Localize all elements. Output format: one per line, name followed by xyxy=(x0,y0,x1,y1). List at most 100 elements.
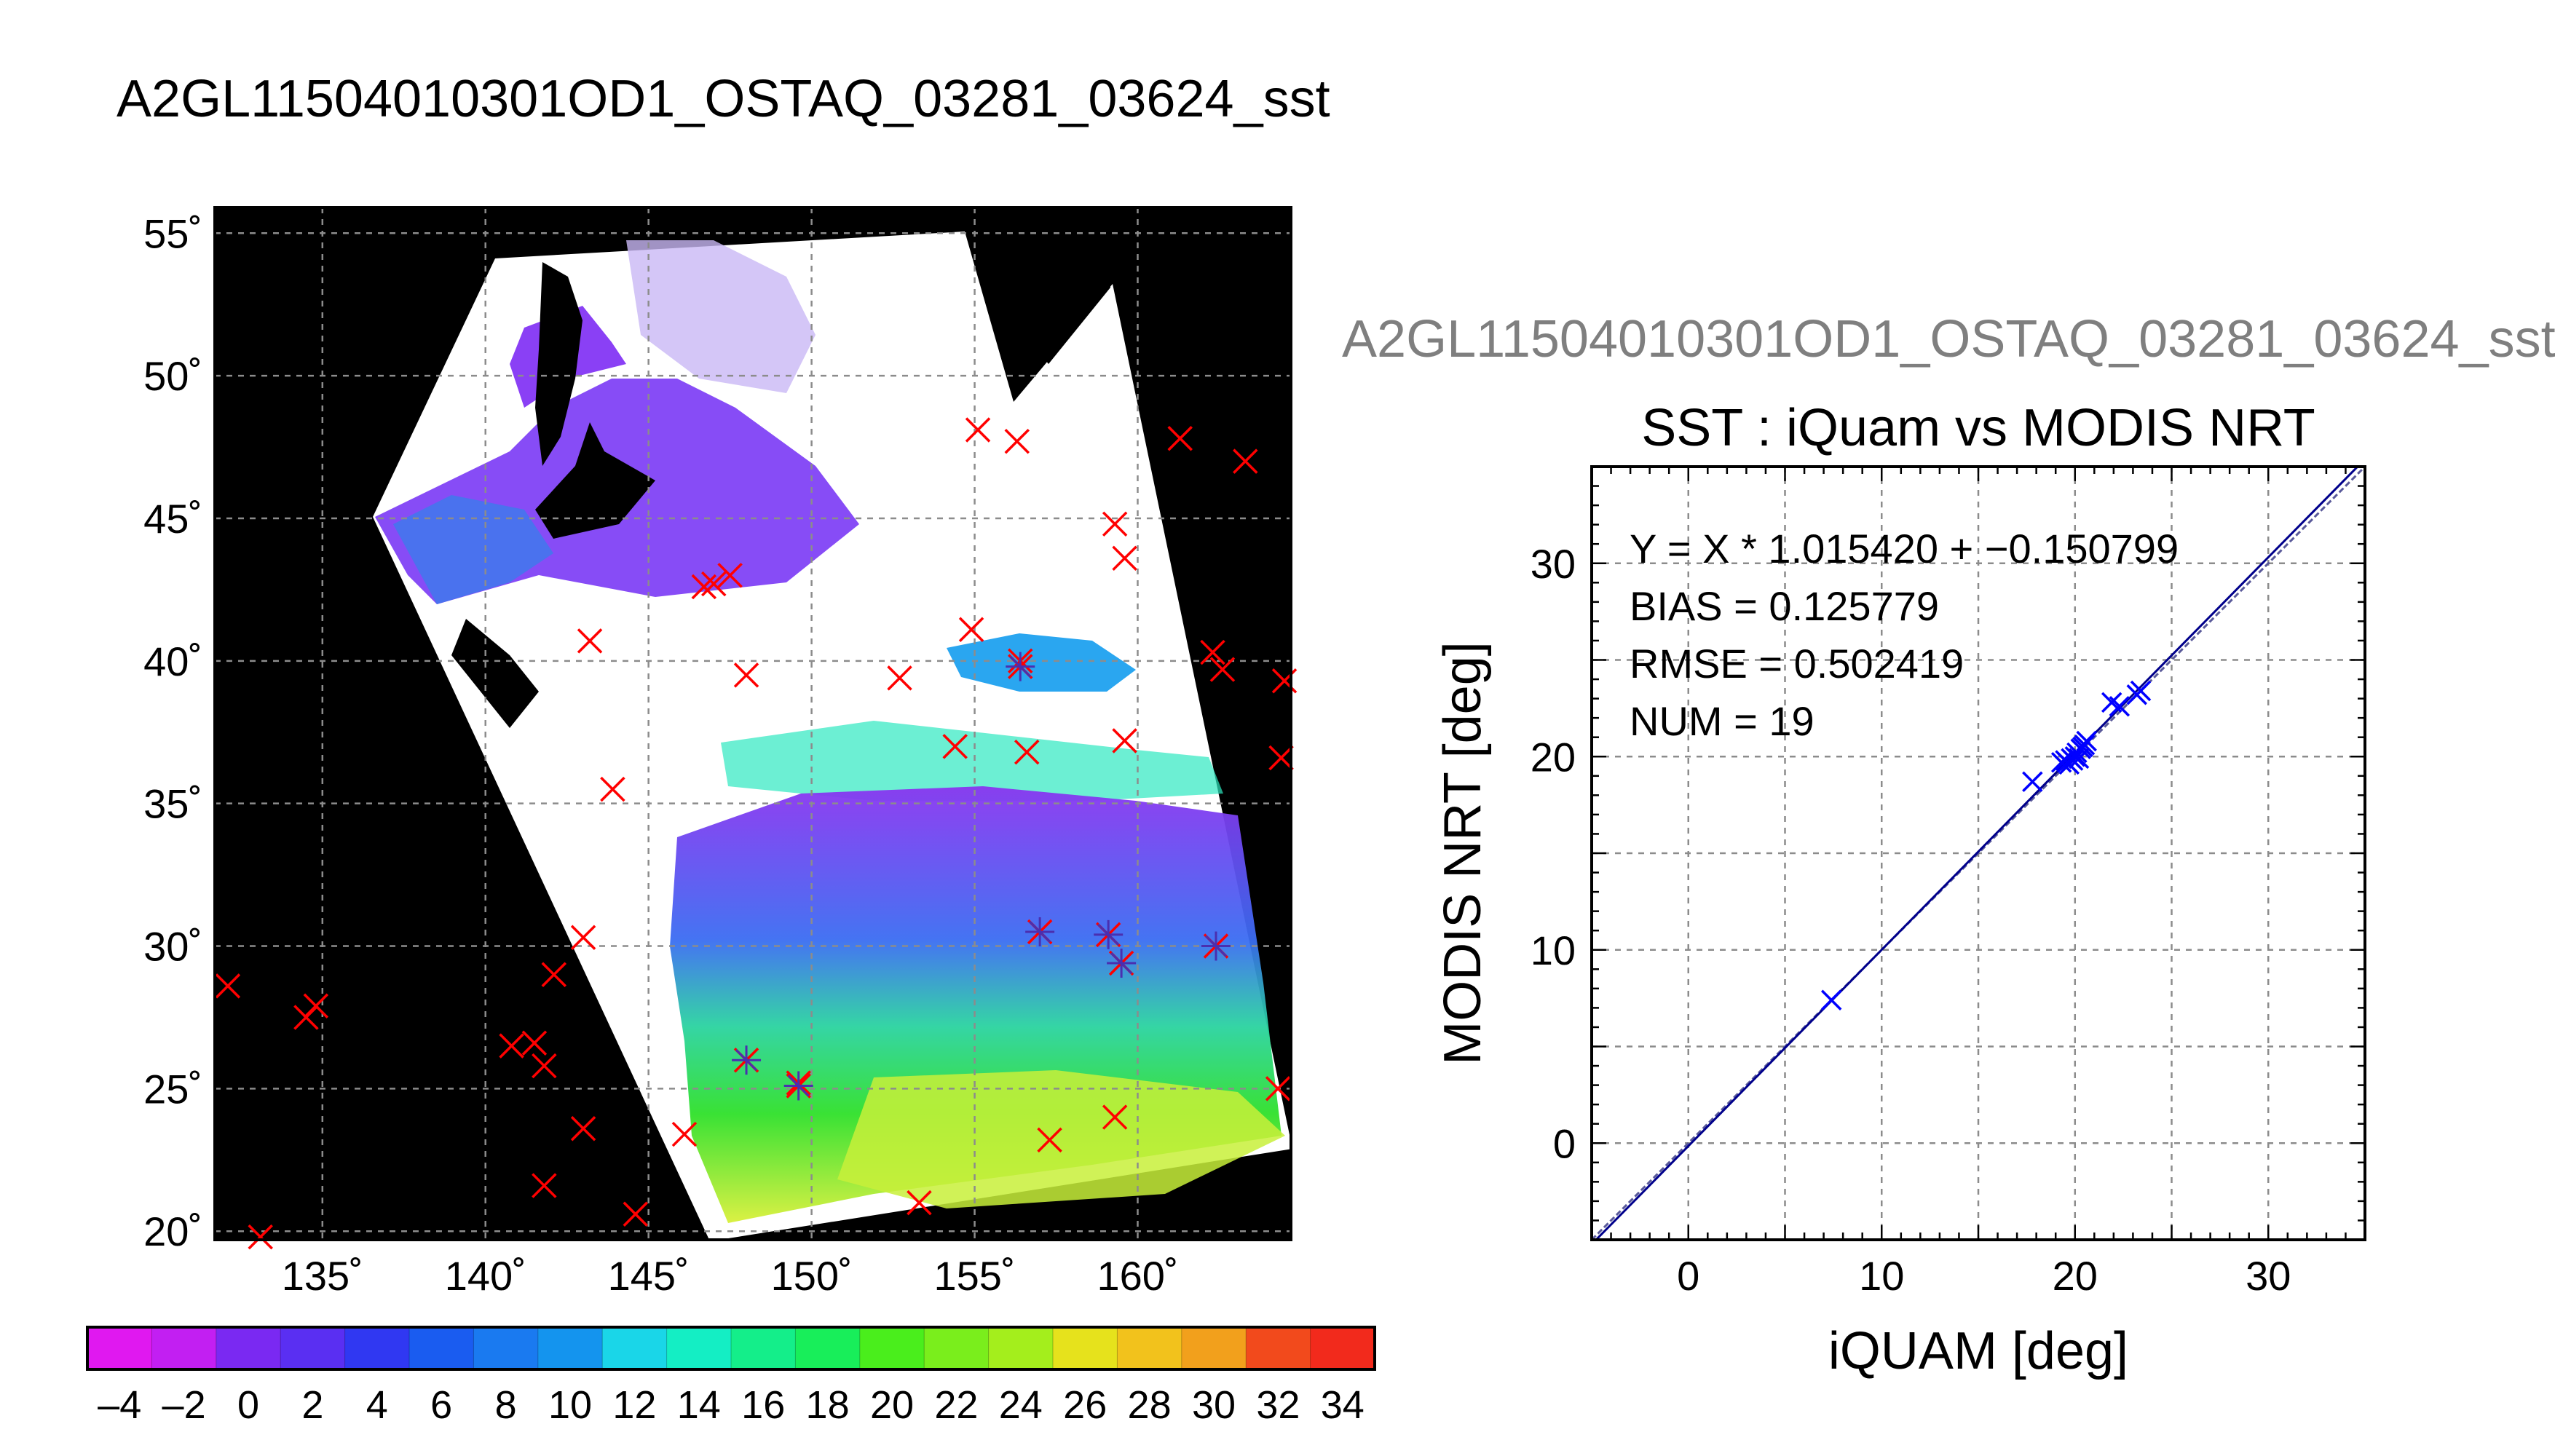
insitu-marker xyxy=(1102,1104,1128,1130)
colorbar-cell xyxy=(1310,1327,1375,1369)
colorbar-tick-label: 12 xyxy=(612,1383,656,1427)
insitu-marker xyxy=(717,563,743,588)
scatter-point xyxy=(2076,730,2097,752)
colorbar-cell xyxy=(216,1327,281,1369)
colorbar-cell xyxy=(537,1327,603,1369)
sst-patch-cloud xyxy=(626,240,816,393)
scatter-y-tick-label: 10 xyxy=(1531,927,1576,973)
colorbar-tick-label: 2 xyxy=(301,1383,323,1427)
insitu-marker xyxy=(1233,448,1258,474)
insitu-marker xyxy=(541,962,567,987)
colorbar-cell xyxy=(151,1327,217,1369)
colorbar-cell xyxy=(602,1327,668,1369)
map-lat-label: 40˚ xyxy=(143,638,202,684)
colorbar-cell xyxy=(924,1327,990,1369)
insitu-marker xyxy=(958,617,984,642)
land-kamchatka xyxy=(987,232,1110,364)
insitu-marker xyxy=(248,1224,273,1250)
map-lat-label: 30˚ xyxy=(143,924,202,970)
insitu-marker xyxy=(303,993,329,1019)
map-lon-label: 145˚ xyxy=(608,1253,690,1299)
colorbar-tick-label: 10 xyxy=(548,1383,592,1427)
colorbar-cell xyxy=(731,1327,796,1369)
colorbar-cell xyxy=(988,1327,1054,1369)
colorbar-cell xyxy=(795,1327,861,1369)
scatter-annotation-bias: BIAS = 0.125779 xyxy=(1630,583,1939,629)
colorbar-tick-label: 18 xyxy=(806,1383,850,1427)
colorbar-tick-label: 34 xyxy=(1321,1383,1365,1427)
matchup-marker xyxy=(1025,917,1055,946)
matchup-marker xyxy=(1201,931,1231,961)
insitu-marker xyxy=(623,1201,649,1227)
land-sakhalin xyxy=(535,262,583,466)
colorbar-tick-label: 28 xyxy=(1128,1383,1172,1427)
insitu-marker xyxy=(671,1121,698,1147)
map-points xyxy=(215,417,1298,1250)
map-grid xyxy=(215,207,1291,1240)
map-lon-label: 135˚ xyxy=(282,1253,363,1299)
matchup-marker xyxy=(1006,652,1035,681)
map-lat-label: 25˚ xyxy=(143,1066,202,1112)
scatter-x-tick-label: 0 xyxy=(1677,1253,1699,1299)
insitu-marker xyxy=(1167,426,1193,451)
y-axis-label: MODIS NRT [deg] xyxy=(1434,641,1492,1065)
colorbar-tick-label: 30 xyxy=(1192,1383,1236,1427)
insitu-marker xyxy=(499,1033,524,1059)
colorbar-tick-label: –2 xyxy=(162,1383,206,1427)
scatter-annotation-rmse: RMSE = 0.502419 xyxy=(1630,641,1964,687)
land-honshu xyxy=(451,619,539,728)
fit-line xyxy=(1594,467,2359,1240)
insitu-marker xyxy=(600,776,625,802)
sst-patch-blue xyxy=(947,633,1136,692)
scatter-y-tick-label: 20 xyxy=(1531,734,1576,780)
insitu-marker xyxy=(570,1115,596,1142)
insitu-marker xyxy=(1265,1076,1291,1101)
colorbar-tick-label: 6 xyxy=(430,1383,452,1427)
colorbar-tick-label: 14 xyxy=(677,1383,721,1427)
scatter-point xyxy=(2072,736,2093,758)
map-lat-label: 50˚ xyxy=(143,353,202,399)
insitu-marker xyxy=(1209,657,1236,682)
scatter-title: SST : iQuam vs MODIS NRT xyxy=(1641,399,2315,457)
sub-title: A2GL11504010301OD1_OSTAQ_03281_03624_sst xyxy=(1342,310,2555,368)
colorbar-tick-label: 8 xyxy=(495,1383,517,1427)
scatter-plot: SST : iQuam vs MODIS NRT 0 10 20 300102030 … xyxy=(1434,399,2366,1380)
scatter-point xyxy=(2022,771,2043,793)
colorbar-cell xyxy=(280,1327,346,1369)
insitu-marker xyxy=(577,628,603,654)
insitu-marker xyxy=(701,571,727,597)
insitu-marker xyxy=(907,1190,932,1216)
sst-patch-cyan xyxy=(721,721,1223,801)
colorbar-cell xyxy=(409,1327,474,1369)
insitu-marker xyxy=(1112,545,1137,571)
scatter-tick-labels: 0 10 20 30 0 10 20 30 xyxy=(1531,541,2291,1299)
map-lon-label: 155˚ xyxy=(934,1253,1016,1299)
insitu-marker xyxy=(691,574,717,600)
insitu-marker xyxy=(1037,1127,1062,1153)
sst-patch-yellow xyxy=(837,1070,1285,1208)
colorbar-cell xyxy=(1246,1327,1311,1369)
colorbar-cell xyxy=(1117,1327,1182,1369)
colorbar-tick-label: 26 xyxy=(1063,1383,1107,1427)
insitu-marker xyxy=(521,1030,548,1056)
sst-patch-cold3 xyxy=(393,495,553,604)
colorbar-tick-label: 24 xyxy=(999,1383,1043,1427)
insitu-marker xyxy=(532,1173,557,1198)
colorbar-cell xyxy=(1181,1327,1247,1369)
scatter-minor-ticks xyxy=(1592,467,2365,1240)
map-lat-label: 45˚ xyxy=(143,496,202,542)
scatter-point xyxy=(1820,989,1842,1011)
matchup-marker xyxy=(732,1045,762,1075)
scatter-y-tick-label: 30 xyxy=(1531,541,1576,587)
insitu-marker xyxy=(1200,639,1225,665)
map-lon-label: 140˚ xyxy=(445,1253,526,1299)
main-title: A2GL11504010301OD1_OSTAQ_03281_03624_sst xyxy=(117,70,1330,128)
colorbar-cell xyxy=(344,1327,410,1369)
insitu-marker xyxy=(942,734,968,759)
insitu-marker xyxy=(570,925,596,951)
insitu-marker xyxy=(887,665,912,691)
colorbar-tick-label: 32 xyxy=(1256,1383,1300,1427)
insitu-marker xyxy=(733,662,759,688)
colorbar-tick-label: 20 xyxy=(870,1383,914,1427)
